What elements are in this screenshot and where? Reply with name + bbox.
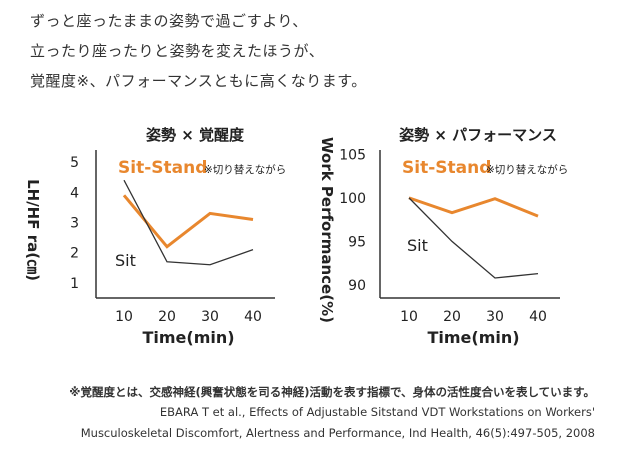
chart-1-series-sit: [123, 179, 254, 266]
chart-2-x-tick-label: 40: [529, 309, 547, 325]
chart-1-y-tick-label: 4: [70, 185, 79, 201]
chart-1-y-tick-label: 3: [70, 215, 79, 231]
intro-text: ずっと座ったままの姿勢で過ごすより、 立ったり座ったりと姿勢を変えたほうが、 覚…: [30, 6, 630, 96]
chart-2-label-sit: Sit: [407, 236, 428, 255]
chart-2-series-sit: [408, 197, 539, 279]
chart-2-x-axis-label: Time(min): [427, 328, 519, 347]
chart-2-y-tick-label: 105: [339, 147, 366, 163]
chart-2-x-tick-label: 20: [443, 309, 461, 325]
chart-1-y-tick-label: 1: [70, 276, 79, 292]
chart-2-y-tick-label: 90: [348, 278, 366, 294]
intro-line-2: 立ったり座ったりと姿勢を変えたほうが、: [30, 42, 325, 60]
chart-2-label-sit-stand: Sit-Stand: [402, 158, 491, 178]
chart-1-label-sit-stand-note: ※切り替えながら: [204, 163, 286, 176]
chart-2-series-sit-stand: [408, 196, 539, 218]
chart-1-x-tick-label: 10: [115, 309, 133, 325]
chart-2-label-sit-stand-note: ※切り替えながら: [486, 163, 568, 176]
chart-1-label-sit-stand: Sit-Stand: [118, 158, 207, 178]
chart-2-y-axis-label: Work Performance(%): [318, 137, 336, 323]
intro-line-1: ずっと座ったままの姿勢で過ごすより、: [30, 12, 308, 30]
chart-1-x-axis-label: Time(min): [142, 328, 234, 347]
intro-line-3: 覚醒度※、パフォーマンスともに高くなります。: [30, 72, 367, 90]
chart-2-y-tick-label: 100: [339, 191, 366, 207]
footnote: ※覚醒度とは、交感神経(興奮状態を司る神経)活動を表す指標で、身体の活性度合いを…: [69, 385, 595, 399]
chart-2-title: 姿勢 × パフォーマンス: [399, 126, 557, 144]
chart-2-y-tick-label: 95: [348, 234, 366, 250]
chart-1-x-tick-label: 30: [201, 309, 219, 325]
reference-line-2: Musculoskeletal Discomfort, Alertness an…: [80, 426, 595, 440]
chart-1-title: 姿勢 × 覚醒度: [146, 126, 245, 144]
chart-1-y-tick-label: 5: [70, 155, 79, 171]
chart-1-series-sit-stand: [122, 194, 254, 249]
chart-1-x-tick-label: 40: [244, 309, 262, 325]
reference-line-1: EBARA T et al., Effects of Adjustable Si…: [159, 405, 595, 419]
chart-2-x-tick-label: 30: [486, 309, 504, 325]
chart-1-y-axis-label: LH/HF ra(㎝): [24, 179, 42, 281]
chart-1-x-tick-label: 20: [158, 309, 176, 325]
chart-1-label-sit: Sit: [115, 251, 136, 270]
chart-1-y-tick-label: 2: [70, 246, 79, 262]
chart-2-x-tick-label: 10: [400, 309, 418, 325]
